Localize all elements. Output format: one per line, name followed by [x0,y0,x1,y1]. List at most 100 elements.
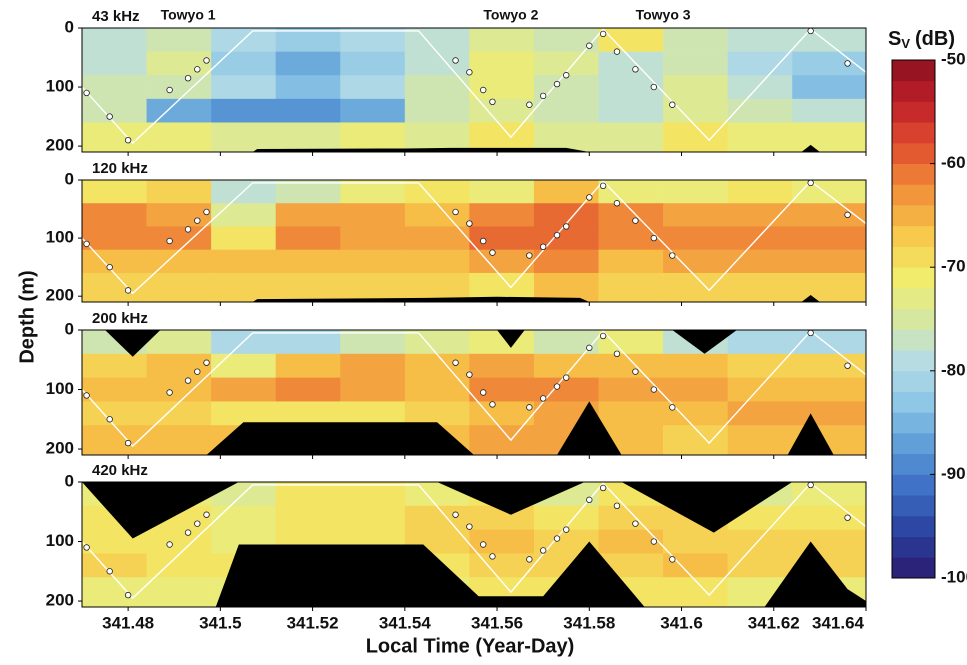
sv-cell [211,203,276,227]
sv-cell [275,249,341,274]
colorbar-tick-label: -50 [941,49,966,68]
sv-cell [146,51,212,76]
towyo-marker [807,329,814,337]
sv-cell [211,122,276,153]
mask [801,144,820,152]
sv-cell [146,553,212,578]
sv-cell [146,330,212,355]
sv-cell [792,75,867,100]
sv-cell [404,401,470,426]
sv-cell [792,28,867,52]
sv-cell [533,51,599,76]
panel-frame [81,329,867,456]
towyo-marker [563,374,570,381]
y-tick-label: 100 [46,77,74,96]
sv-cell [533,28,599,52]
sv-cell [404,377,470,402]
towyo-marker [599,182,607,190]
sv-cell [727,330,793,355]
towyo-marker [563,72,570,79]
x-axis-title: Local Time (Year-Day) [366,635,575,657]
sv-cell [211,505,276,530]
sv-cell [275,98,341,123]
sv-cell [727,377,793,402]
sv-cell [340,272,406,303]
colorbar-step [892,225,935,247]
sv-cell [792,529,867,554]
mask [82,482,239,539]
towyo-marker [553,80,561,88]
sv-cell [275,203,341,227]
sv-cell [727,553,793,578]
sv-cell [598,28,664,52]
sv-cell [469,377,535,402]
sv-cell [469,529,535,554]
mask [252,296,590,302]
colorbar-step [892,350,935,372]
panel-label: 120 kHz [92,160,148,177]
towyo-marker [844,60,851,67]
towyo-marker [166,237,173,245]
colorbar-step [892,536,935,558]
sv-cell [598,98,664,123]
towyo-label: Towyo 3 [636,7,691,23]
colorbar-step [892,184,935,206]
sv-cell [469,203,535,227]
sv-cell [598,353,664,378]
sv-cell [727,272,793,303]
sv-cell [82,353,147,378]
colorbar-frame [891,59,936,579]
sv-cell [598,75,664,100]
sv-cell [82,226,147,251]
towyo-marker [539,547,547,554]
sv-cell [275,401,341,426]
sv-cell [404,122,470,153]
sv-cell [146,425,212,456]
towyo-marker [452,208,459,216]
sv-cell [82,180,147,204]
towyo-track [81,28,867,145]
sv-cell [404,98,470,123]
sv-cell [146,122,212,153]
mask [206,401,834,455]
sv-cell [598,180,664,204]
sv-cell [340,226,406,251]
towyo-marker [526,404,533,411]
y-tick-label: 0 [65,471,74,490]
panel [81,179,867,303]
towyo-marker [452,359,459,366]
sv-cell [727,401,793,426]
towyo-marker [553,383,561,390]
towyo-marker [844,514,851,521]
towyo-marker [106,568,113,575]
sv-cell [663,226,728,251]
panel-label: 420 kHz [92,462,148,479]
x-tick-label: 341.5 [199,613,242,632]
sv-cell [792,272,867,303]
mask [437,482,585,515]
colorbar-step [892,370,935,392]
panel-frame [81,179,867,303]
mask [252,147,590,152]
towyo-marker [632,66,639,73]
y-tick-label: 0 [65,169,74,188]
towyo-marker [83,89,90,97]
sv-cell [340,203,406,227]
towyo-marker [489,401,496,408]
colorbar-step [892,557,935,579]
towyo-marker [166,389,173,396]
y-tick-label: 200 [46,286,74,305]
sv-cell [340,122,406,153]
colorbar-title: SV (dB) [888,28,955,51]
panel-frame [81,481,867,608]
mask [621,482,793,533]
towyo-marker [489,249,496,256]
sv-cell [404,505,470,530]
panel-frame [81,27,867,153]
sv-cell [469,98,535,123]
y-tick-label: 100 [46,228,74,247]
sv-cell [211,226,276,251]
colorbar-tick-label: -100 [941,567,967,586]
towyo-marker [526,556,533,563]
towyo-marker [807,27,814,35]
